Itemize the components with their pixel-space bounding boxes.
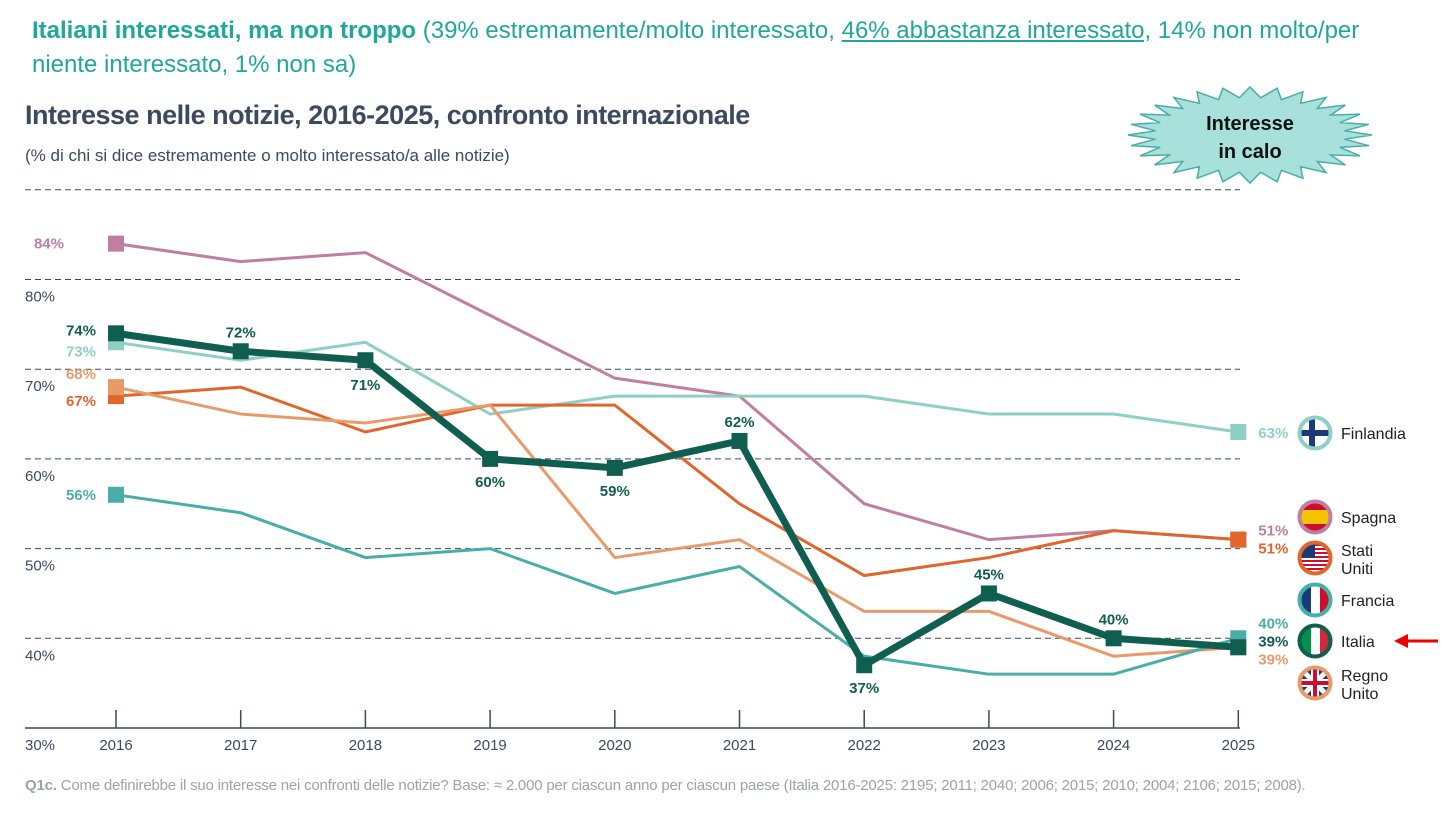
footnote-code: Q1c. (25, 777, 57, 794)
data-label-italia: 40% (1099, 611, 1129, 628)
data-label-finlandia: 73% (66, 343, 96, 360)
series-line-regno-unito (115, 385, 1239, 658)
x-tick-label: 2023 (972, 737, 1005, 754)
data-label-italia: 45% (974, 566, 1004, 583)
data-point-italia (357, 352, 374, 369)
data-point-italia (1105, 630, 1122, 647)
headline-part2: 14% non molto/per niente interessato, 1%… (32, 17, 1360, 78)
data-point-italia (482, 450, 499, 467)
data-point-spagna (108, 235, 124, 252)
flag-uk-icon (1301, 669, 1329, 697)
x-tick-label: 2025 (1222, 737, 1255, 754)
starburst-badge (1127, 85, 1373, 185)
footnote-text: Come definirebbe il suo interesse nei co… (56, 777, 1306, 794)
chart-title: Interesse nelle notizie, 2016-2025, conf… (25, 100, 750, 130)
flag-ring (1297, 415, 1333, 451)
data-label-italia: 74% (66, 322, 96, 339)
x-tick-label: 2017 (224, 737, 257, 754)
data-point-italia (980, 585, 997, 602)
data-point-francia (108, 486, 124, 503)
data-point-italia (232, 343, 249, 360)
data-label-italia: 62% (724, 414, 754, 431)
data-point-italia (1230, 639, 1247, 656)
x-tick-label: 2016 (99, 737, 132, 754)
y-tick-label: 80% (25, 289, 55, 306)
headline-bold: Italiani interessati, ma non troppo (32, 17, 417, 44)
headline-part1: (39% estremamente/molto interessato, (416, 17, 842, 44)
series-line-italia (115, 329, 1239, 671)
data-label-finlandia: 63% (1258, 425, 1288, 442)
headline: Italiani interessati, ma non troppo (39%… (32, 14, 1392, 82)
legend-label: Francia (1341, 593, 1394, 610)
data-label-spagna: 84% (34, 236, 64, 253)
arrow-head-icon (1394, 634, 1408, 648)
y-tick-label: 50% (25, 558, 55, 575)
legend-label: Regno (1341, 668, 1388, 685)
badge-line1: Interesse (1206, 113, 1294, 135)
y-tick-label: 30% (25, 737, 55, 754)
legend-label: Spagna (1341, 510, 1396, 527)
legend-label: Italia (1341, 634, 1375, 651)
footnote: Q1c. Come definirebbe il suo interesse n… (25, 777, 1306, 794)
y-tick-label: 70% (25, 378, 55, 395)
y-tick-label: 60% (25, 468, 55, 485)
x-tick-label: 2020 (598, 737, 631, 754)
badge-line2: in calo (1218, 141, 1281, 163)
x-tick-label: 2022 (848, 737, 881, 754)
data-label-francia: 56% (66, 487, 96, 504)
flag-ring (1297, 582, 1333, 618)
data-label-italia: 60% (475, 474, 505, 491)
data-point-italia (108, 325, 124, 342)
data-label-regno-unito: 39% (1258, 651, 1288, 668)
series-line-francia (115, 493, 1239, 676)
flag-us-icon (1301, 544, 1329, 572)
flag-ring (1297, 623, 1333, 659)
data-point-regno-unito (108, 379, 124, 396)
x-tick-label: 2021 (723, 737, 756, 754)
data-point-finlandia (1230, 423, 1247, 440)
flag-ring (1297, 499, 1333, 535)
data-point-italia (731, 432, 748, 449)
data-point-stati-uniti (1230, 531, 1247, 548)
flag-it-icon (1301, 627, 1329, 655)
legend-label: Finlandia (1341, 426, 1406, 443)
data-label-regno-unito: 68% (66, 366, 96, 383)
data-label-spagna: 51% (1258, 523, 1288, 540)
data-label-francia: 40% (1258, 615, 1288, 632)
data-point-italia (606, 459, 623, 476)
flag-fi-icon (1301, 419, 1329, 447)
x-tick-label: 2018 (349, 737, 382, 754)
data-label-italia: 37% (849, 680, 879, 697)
legend-label: Stati (1341, 543, 1373, 560)
headline-underlined: 46% abbastanza interessato, (841, 17, 1152, 44)
flag-es-icon (1301, 503, 1329, 531)
data-label-stati-uniti: 67% (66, 393, 96, 410)
flag-ring (1297, 540, 1333, 576)
x-tick-label: 2024 (1097, 737, 1130, 754)
legend-label: Unito (1341, 686, 1378, 703)
flag-ring (1297, 665, 1333, 701)
data-label-italia: 39% (1258, 633, 1288, 650)
x-tick-label: 2019 (473, 737, 506, 754)
data-label-italia: 71% (350, 377, 380, 394)
data-label-stati-uniti: 51% (1258, 541, 1288, 558)
legend-label: Uniti (1341, 561, 1373, 578)
y-tick-label: 40% (25, 647, 55, 664)
series-line-spagna (115, 242, 1239, 542)
chart-subtitle: (% di chi si dice estremamente o molto i… (25, 146, 510, 165)
flag-fr-icon (1301, 586, 1329, 614)
data-label-italia: 59% (600, 483, 630, 500)
data-label-italia: 72% (226, 324, 256, 341)
series-line-finlandia (115, 340, 1239, 434)
data-point-italia (856, 657, 873, 674)
